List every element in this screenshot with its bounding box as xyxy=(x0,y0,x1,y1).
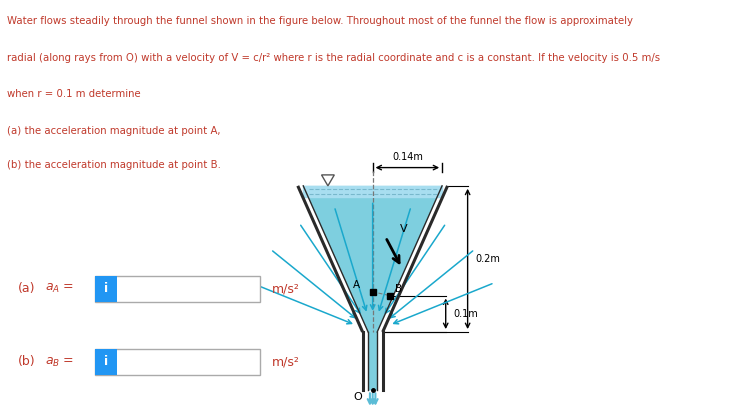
FancyBboxPatch shape xyxy=(95,349,260,375)
Text: (a) the acceleration magnitude at point A,: (a) the acceleration magnitude at point … xyxy=(7,126,221,136)
Text: radial (along rays from O) with a velocity of V = c/r² where r is the radial coo: radial (along rays from O) with a veloci… xyxy=(7,53,661,63)
Text: i: i xyxy=(104,355,108,369)
Text: V: V xyxy=(400,224,408,234)
Text: (b): (b) xyxy=(18,355,36,369)
Text: when r = 0.1 m determine: when r = 0.1 m determine xyxy=(7,89,141,99)
Text: (b) the acceleration magnitude at point B.: (b) the acceleration magnitude at point … xyxy=(7,161,221,171)
Text: A: A xyxy=(353,280,360,290)
Text: 0.1m: 0.1m xyxy=(453,309,478,319)
FancyBboxPatch shape xyxy=(95,276,117,302)
Text: 0.2m: 0.2m xyxy=(475,254,500,264)
Text: $a_A$ =: $a_A$ = xyxy=(45,282,74,296)
Text: Water flows steadily through the funnel shown in the figure below. Throughout mo: Water flows steadily through the funnel … xyxy=(7,16,634,26)
Polygon shape xyxy=(303,186,442,390)
FancyBboxPatch shape xyxy=(95,349,117,375)
Text: B: B xyxy=(395,284,403,294)
Text: O: O xyxy=(353,392,362,402)
Text: 0.14m: 0.14m xyxy=(392,152,423,162)
Text: (a): (a) xyxy=(18,282,36,295)
Text: m/s²: m/s² xyxy=(272,355,300,369)
Text: m/s²: m/s² xyxy=(272,282,300,295)
Text: $a_B$ =: $a_B$ = xyxy=(45,355,74,369)
Text: i: i xyxy=(104,282,108,295)
FancyBboxPatch shape xyxy=(95,276,260,302)
